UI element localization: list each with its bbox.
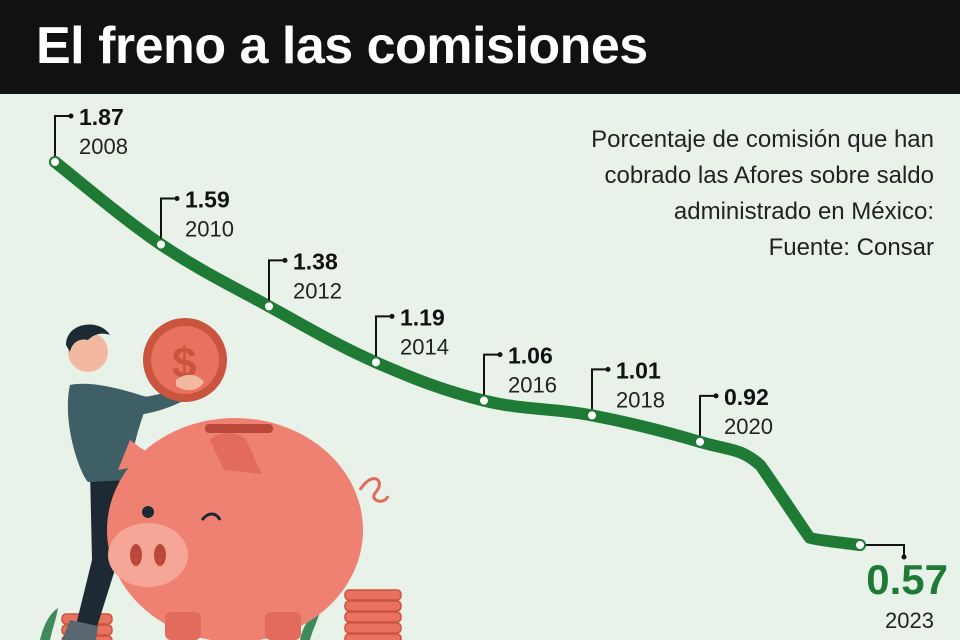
chart-subtitle: Porcentaje de comisión que han cobrado l…: [514, 122, 934, 266]
data-label: 1.38: [293, 248, 338, 274]
data-point: [155, 238, 167, 251]
plot-area: 1.87 2008 1.59 2010 1.38 2012 1.19 2014 1.06 2016…: [49, 104, 948, 633]
leader-line: [483, 353, 498, 395]
x-tick-label: 2012: [293, 278, 342, 303]
leader-line: [699, 394, 714, 436]
x-tick-label: 2008: [79, 134, 128, 159]
subtitle-line-2: cobrado las Afores sobre saldo: [604, 162, 934, 189]
data-label: 1.01: [616, 357, 661, 383]
data-point: [694, 435, 706, 448]
data-point: [263, 300, 275, 313]
leader-dot: [68, 113, 74, 119]
leader-dot: [282, 257, 288, 263]
data-label: 1.87: [79, 104, 124, 130]
leader-line: [375, 315, 390, 357]
leader-line: [160, 197, 175, 239]
x-tick-label: 2020: [724, 414, 773, 439]
data-point: [478, 394, 490, 407]
leader-dot: [901, 554, 907, 560]
data-point: [586, 409, 598, 422]
data-label: 1.59: [185, 186, 230, 212]
x-tick-label: 2010: [185, 216, 234, 241]
piggy-bank-illustration: $: [40, 318, 402, 640]
leader-line: [591, 368, 606, 410]
data-label: 0.92: [724, 384, 769, 410]
x-tick-label: 2016: [508, 373, 557, 398]
leader-dot: [174, 195, 180, 201]
x-tick-label: 2018: [616, 387, 665, 412]
data-point: [370, 356, 382, 369]
leader-line: [866, 544, 905, 555]
title-bar: El freno a las comisiones: [0, 0, 960, 94]
subtitle-line-1: Porcentaje de comisión que han: [591, 126, 934, 153]
leader-line: [268, 259, 283, 301]
leader-dot: [389, 313, 395, 319]
source-line: Fuente: Consar: [768, 234, 934, 261]
chart-title: El freno a las comisiones: [36, 17, 648, 75]
data-label: 1.06: [508, 343, 553, 369]
subtitle-line-3: administrado en México:: [673, 198, 934, 225]
leader-dot: [605, 366, 611, 372]
x-tick-label: 2023: [885, 608, 934, 633]
series-line: [49, 156, 866, 551]
data-point: [49, 156, 61, 168]
data-label: 1.19: [400, 304, 445, 330]
leader-dot: [497, 352, 503, 358]
data-label: 0.57: [866, 556, 948, 603]
x-tick-label: 2014: [400, 334, 449, 359]
leader-line: [54, 115, 69, 156]
data-point: [854, 539, 866, 551]
leader-dot: [713, 393, 719, 399]
